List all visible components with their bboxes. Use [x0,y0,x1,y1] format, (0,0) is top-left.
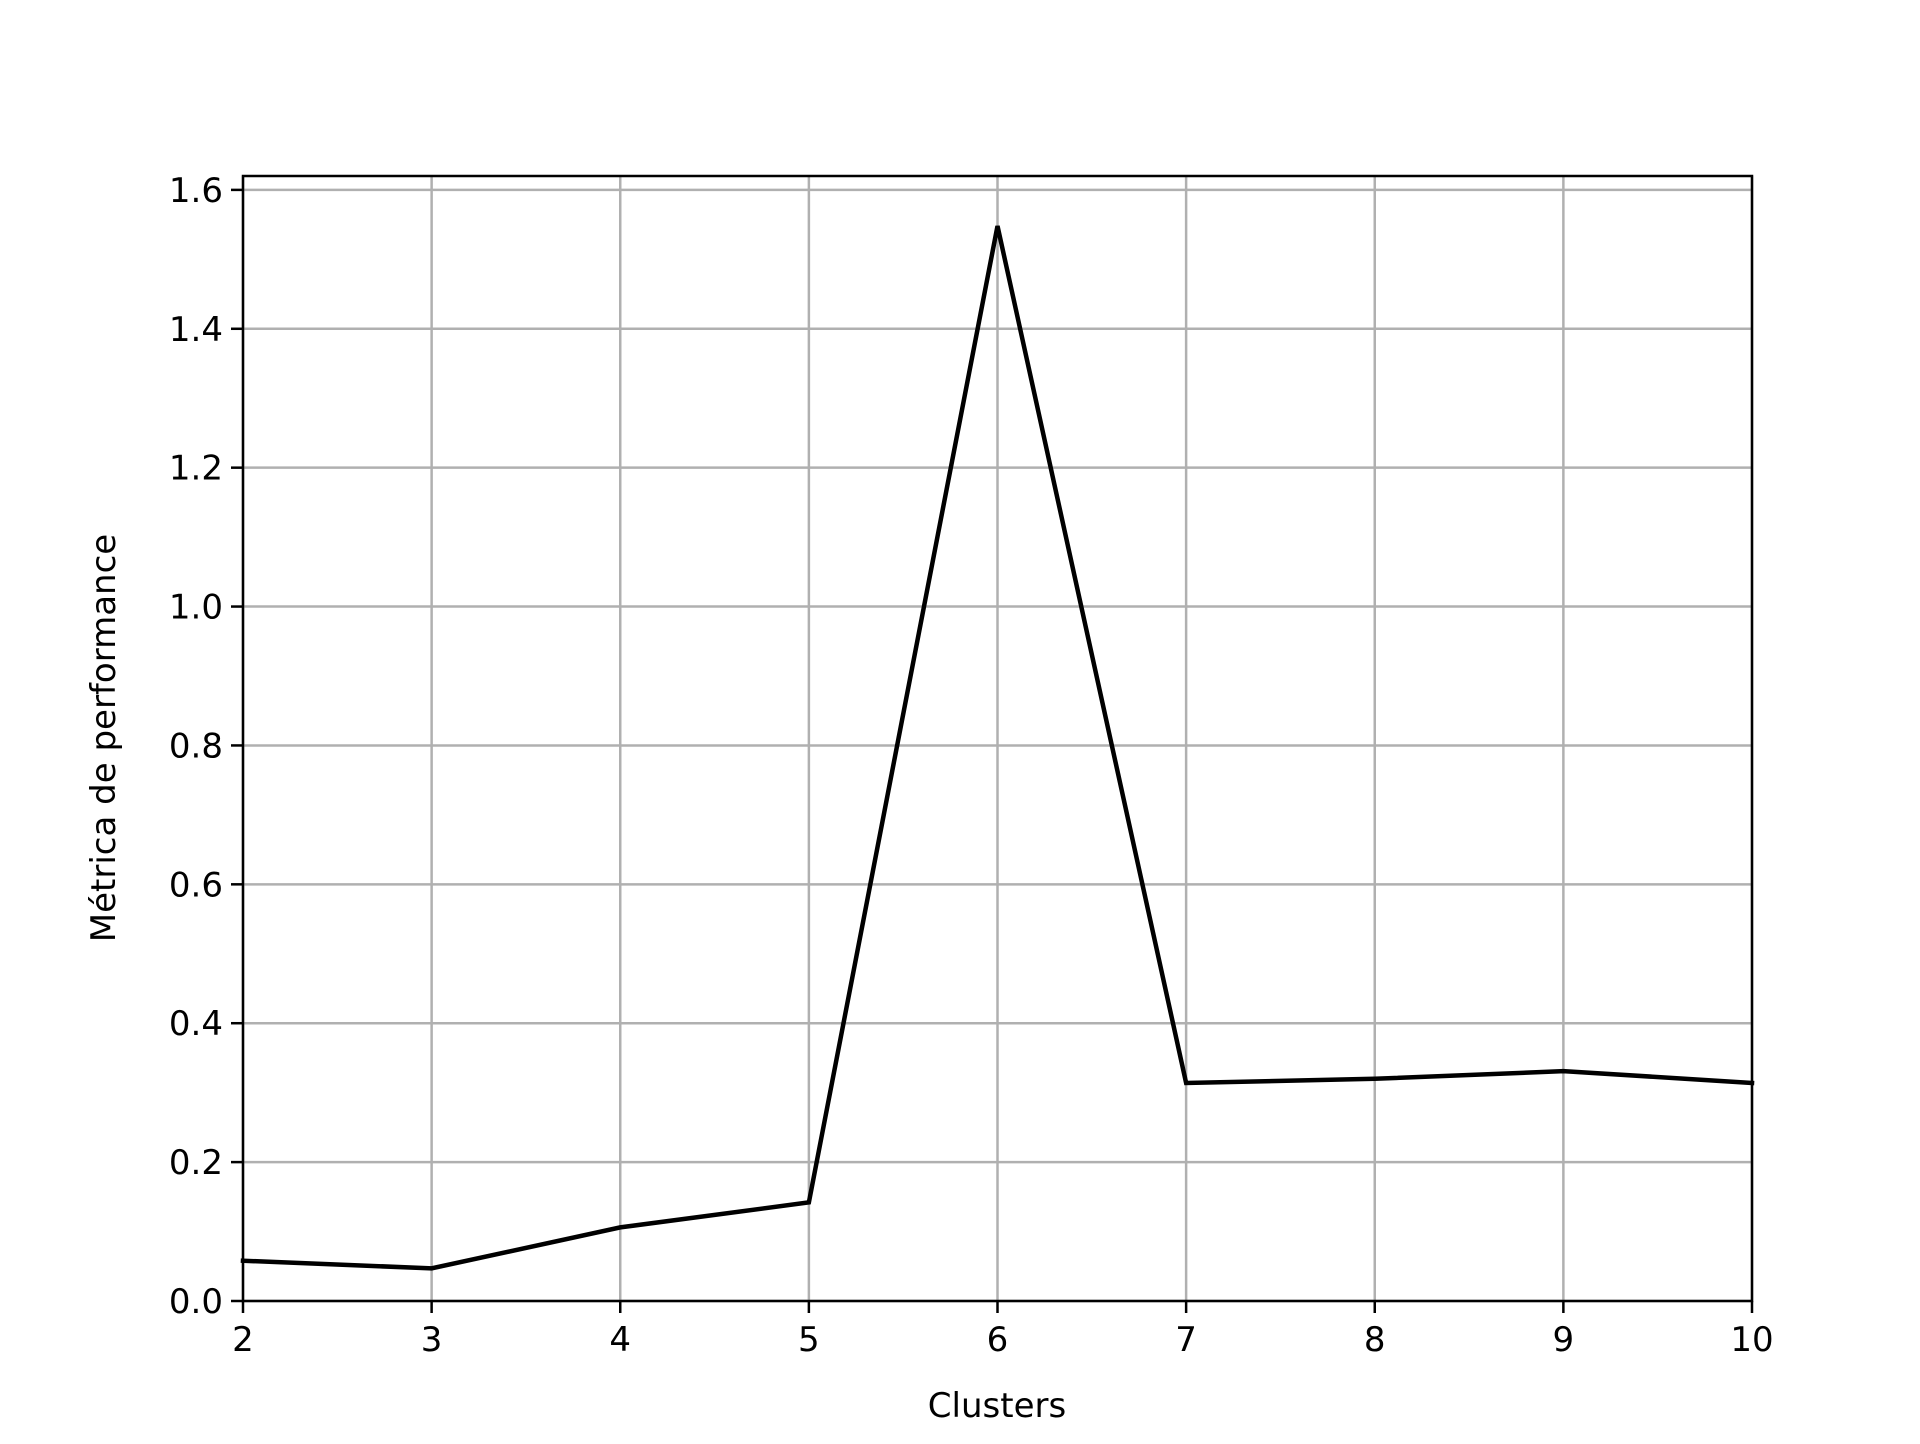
x-tick-label: 4 [609,1320,631,1360]
x-tick-label: 5 [798,1320,820,1360]
y-tick-label: 1.4 [169,310,223,350]
y-tick-label: 0.8 [169,726,223,766]
grid-layer [243,176,1752,1301]
x-tick-label: 2 [232,1320,254,1360]
x-tick-label: 6 [987,1320,1009,1360]
x-tick-label: 7 [1175,1320,1197,1360]
y-tick-label: 0.4 [169,1004,223,1044]
y-tick-label: 1.0 [169,588,223,628]
y-axis-label: Métrica de performance [84,534,124,942]
x-tick-label: 3 [421,1320,443,1360]
y-tick-label: 1.6 [169,171,223,211]
x-tick-label: 9 [1553,1320,1575,1360]
y-tick-label: 0.6 [169,865,223,905]
y-tick-label: 0.0 [169,1282,223,1322]
y-tick-label: 1.2 [169,449,223,489]
y-tick-label: 0.2 [169,1143,223,1183]
x-axis-label: Clusters [928,1386,1066,1426]
ticks-layer: 2 3 4 5 6 7 8 9 10 0.0 0.2 0.4 0.6 0.8 1.0 1.2 1.4 1.6 [169,171,1774,1360]
x-tick-label: 8 [1364,1320,1386,1360]
x-tick-label: 10 [1730,1320,1773,1360]
